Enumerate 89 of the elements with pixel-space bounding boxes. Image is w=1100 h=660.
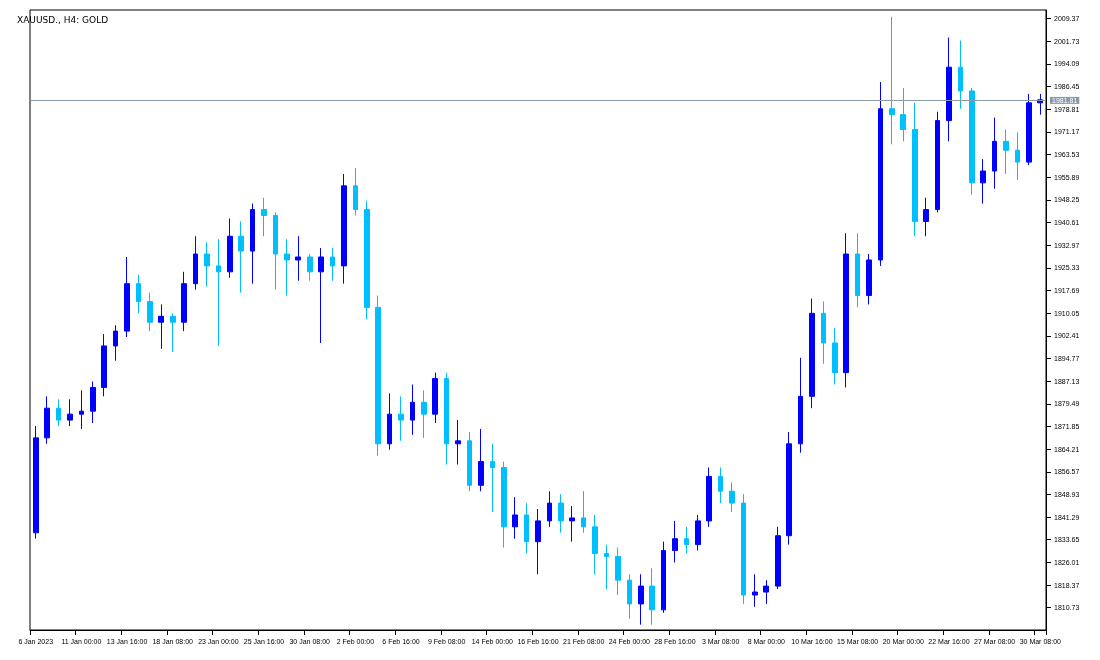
candlestick bbox=[158, 303, 164, 350]
candlestick bbox=[432, 372, 438, 424]
candlestick bbox=[558, 493, 564, 534]
candlestick bbox=[307, 253, 313, 282]
candlestick bbox=[444, 372, 449, 466]
candlestick bbox=[204, 241, 210, 288]
candlestick bbox=[387, 392, 392, 451]
candlestick bbox=[763, 579, 769, 605]
candlestick bbox=[604, 544, 609, 590]
candlestick bbox=[878, 81, 883, 267]
candlestick bbox=[284, 238, 290, 297]
candlestick bbox=[581, 490, 586, 534]
candlestick bbox=[535, 508, 541, 575]
candlestick bbox=[1015, 131, 1020, 181]
candlestick bbox=[113, 324, 118, 362]
candlestick bbox=[821, 300, 826, 365]
candlestick bbox=[295, 235, 301, 282]
candlestick bbox=[318, 247, 324, 344]
candlestick bbox=[90, 381, 96, 424]
candlestick bbox=[627, 573, 632, 620]
candlestick bbox=[421, 389, 427, 439]
candlestick bbox=[992, 117, 997, 190]
candlestick bbox=[958, 40, 963, 110]
candlestick bbox=[79, 389, 84, 430]
candlestick bbox=[798, 357, 803, 454]
candlestick bbox=[467, 431, 472, 492]
candlestick bbox=[649, 567, 655, 626]
candlestick bbox=[706, 467, 712, 528]
candlestick bbox=[684, 526, 689, 554]
candlestick bbox=[181, 271, 187, 332]
candlestick bbox=[547, 490, 552, 528]
candlestick bbox=[695, 514, 701, 552]
candlestick bbox=[729, 481, 735, 513]
candlestick bbox=[1026, 93, 1032, 166]
candlestick bbox=[980, 158, 986, 205]
candlestick bbox=[912, 102, 918, 237]
candlestick bbox=[56, 398, 61, 427]
candlestick bbox=[935, 111, 940, 214]
candlestick bbox=[124, 256, 130, 338]
candlestick bbox=[786, 431, 792, 546]
candlestick bbox=[672, 520, 678, 563]
candlestick bbox=[843, 232, 849, 388]
candlestick bbox=[1003, 128, 1009, 175]
candlestick bbox=[855, 232, 860, 308]
candlestick bbox=[661, 541, 666, 614]
candlestick bbox=[44, 395, 50, 445]
candlestick bbox=[261, 197, 267, 237]
candlestick bbox=[889, 16, 895, 145]
candlestick bbox=[569, 505, 575, 543]
text: XAUUSD., H4: GOLD bbox=[17, 14, 109, 25]
candlestick bbox=[33, 425, 39, 540]
candlestick bbox=[67, 398, 73, 427]
candlestick bbox=[923, 197, 929, 237]
candlestick bbox=[638, 573, 644, 626]
candlestick bbox=[969, 87, 975, 196]
candlestick bbox=[273, 212, 278, 291]
candlestick bbox=[101, 333, 107, 397]
candlestick bbox=[193, 235, 198, 291]
candlestick bbox=[330, 247, 335, 282]
candlestick bbox=[524, 502, 529, 554]
candlestick bbox=[227, 217, 233, 279]
candlestick bbox=[250, 203, 255, 285]
candlestick bbox=[353, 167, 358, 216]
candlestick bbox=[238, 220, 244, 294]
candlestick bbox=[900, 87, 906, 142]
candlestick bbox=[341, 173, 347, 285]
candlestick bbox=[410, 383, 415, 436]
candlestick bbox=[512, 496, 518, 540]
candlestick bbox=[490, 443, 495, 513]
candlestick bbox=[866, 253, 872, 305]
candlestick bbox=[216, 238, 221, 347]
candlestick bbox=[455, 419, 461, 466]
candlestick bbox=[136, 274, 141, 314]
candlestick bbox=[718, 467, 723, 504]
candlestick bbox=[364, 200, 370, 320]
candlestick bbox=[478, 428, 484, 492]
candlestick bbox=[741, 493, 746, 605]
candlestick bbox=[147, 292, 153, 332]
candlestick bbox=[809, 298, 815, 409]
candlestick bbox=[398, 395, 404, 442]
candlestick bbox=[170, 312, 176, 353]
candlestick bbox=[832, 327, 838, 385]
candlestick bbox=[775, 526, 781, 590]
candlestick bbox=[501, 461, 507, 549]
candlestick bbox=[375, 295, 381, 457]
candlestick bbox=[615, 547, 621, 596]
candlestick bbox=[752, 573, 758, 608]
candlestick bbox=[592, 514, 598, 575]
candlestick bbox=[946, 37, 952, 142]
